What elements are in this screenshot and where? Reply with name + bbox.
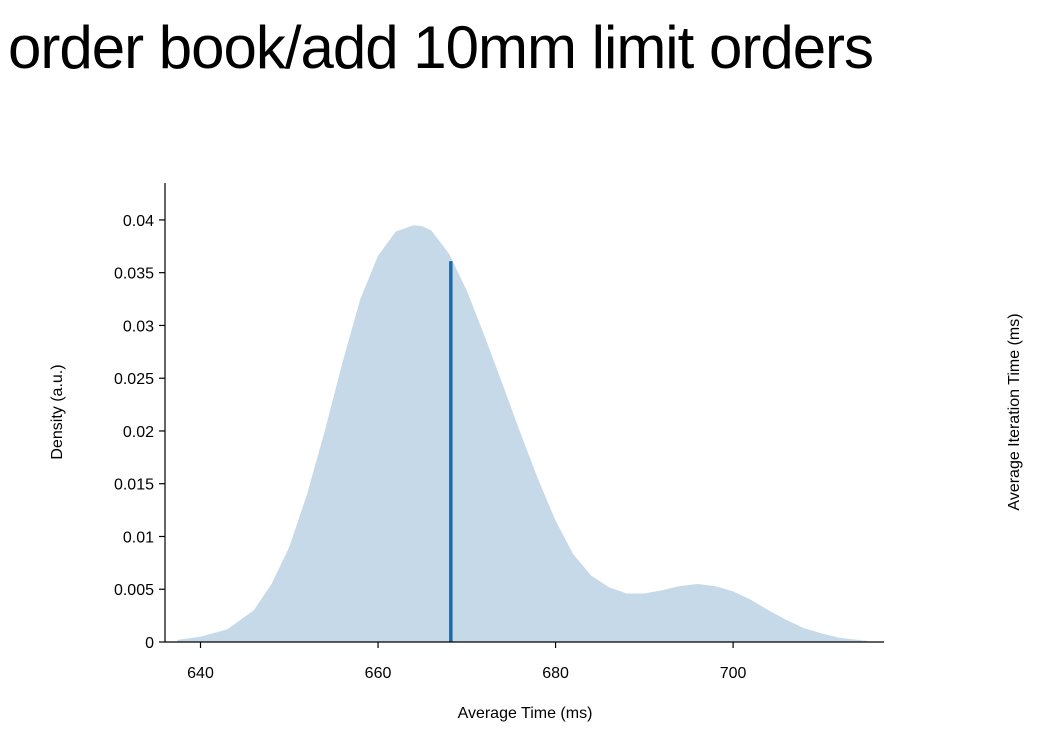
page-title: order book/add 10mm limit orders (8, 14, 874, 81)
secondary-y-axis-label: Average Iteration Time (ms) (1006, 313, 1023, 510)
y-tick-label: 0.005 (114, 582, 154, 599)
y-axis-label: Density (a.u.) (49, 364, 66, 459)
density-area (177, 225, 869, 642)
y-tick-label: 0.02 (123, 424, 154, 441)
x-tick-label: 660 (365, 665, 392, 682)
y-tick-label: 0.035 (114, 266, 154, 283)
x-axis-label: Average Time (ms) (458, 705, 593, 722)
axes (164, 183, 884, 643)
x-ticks: 640 660 680 700 (187, 642, 747, 682)
y-tick-label: 0.04 (123, 213, 154, 230)
y-tick-label: 0.01 (123, 529, 154, 546)
y-tick-label: 0.03 (123, 318, 154, 335)
y-tick-label: 0 (145, 635, 154, 652)
y-tick-label: 0.025 (114, 371, 154, 388)
y-ticks: 0 0.005 0.01 0.015 0.02 0.025 0.03 0.035 0.04 (114, 213, 165, 652)
x-tick-label: 700 (720, 665, 747, 682)
x-tick-label: 640 (187, 665, 214, 682)
y-tick-label: 0.015 (114, 477, 154, 494)
x-tick-label: 680 (542, 665, 569, 682)
plot-area (177, 225, 869, 642)
